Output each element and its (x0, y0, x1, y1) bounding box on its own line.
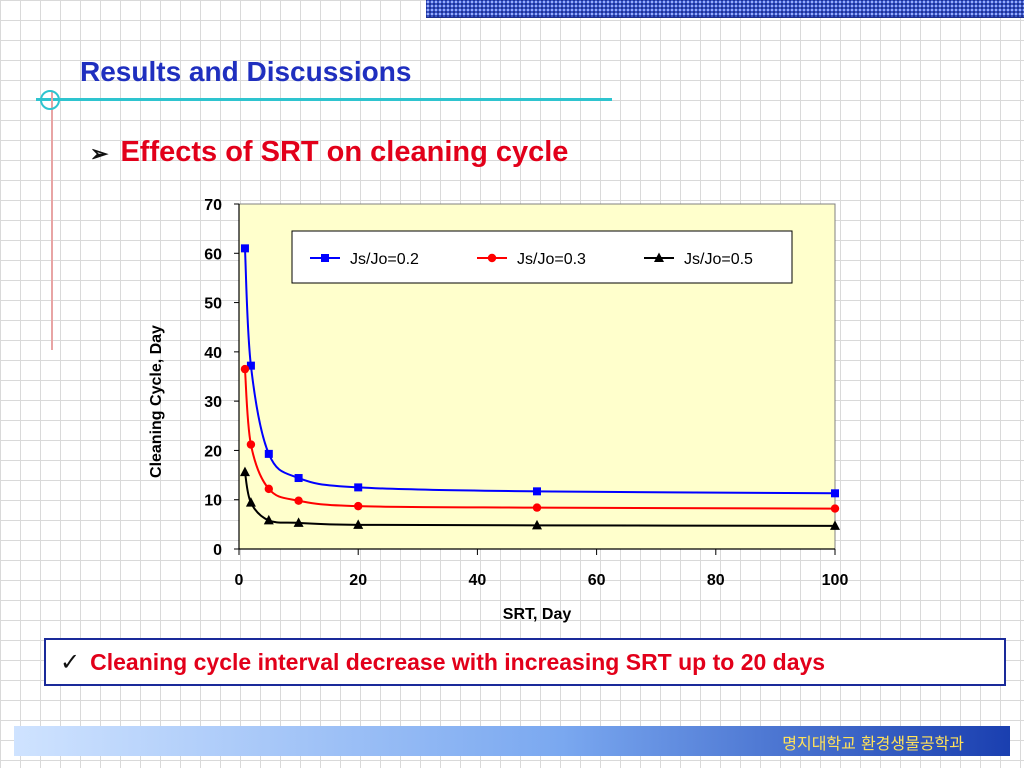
line-chart: 0 10 20 30 40 50 60 70 0 20 40 60 80 100 SRT, Day Cl… (148, 197, 849, 623)
subtitle-text: Effects of SRT on cleaning cycle (120, 136, 569, 168)
data-point (240, 244, 249, 253)
series-layer (239, 244, 840, 530)
data-point (264, 449, 273, 458)
data-point (487, 253, 497, 263)
x-tick-label: 0 (235, 572, 244, 589)
x-tick-label: 80 (707, 572, 725, 589)
x-tick-label: 100 (822, 572, 849, 589)
chart-legend: Js/Jo=0.2 Js/Jo=0.3 Js/Jo=0.5 (291, 230, 793, 284)
legend-label: Js/Jo=0.3 (517, 251, 586, 268)
y-axis-label: Cleaning Cycle, Day (148, 325, 165, 478)
data-point (654, 252, 664, 262)
data-point (246, 440, 256, 449)
data-point (354, 483, 363, 492)
data-point (263, 514, 274, 525)
arrow-bullet-icon: ➢ (90, 141, 109, 166)
x-tick-label: 40 (469, 572, 487, 589)
conclusion-box: ✓ Cleaning cycle interval decrease with … (44, 638, 1006, 686)
y-tick-label: 0 (213, 542, 222, 559)
data-point (830, 504, 840, 513)
data-point (239, 466, 250, 477)
y-tick-label: 10 (204, 493, 222, 510)
conclusion-text: Cleaning cycle interval decrease with in… (90, 648, 826, 675)
y-tick-label: 50 (204, 296, 222, 313)
data-point (246, 361, 255, 370)
series-2 (240, 364, 840, 513)
slide-title: Results and Discussions (80, 56, 412, 87)
y-tick-label: 60 (204, 246, 222, 263)
data-point (264, 484, 273, 494)
x-axis: 0 20 40 60 80 100 (235, 548, 849, 589)
footer-bar: 명지대학교 환경생물공학과 (14, 726, 1010, 756)
data-point (245, 497, 256, 507)
legend-item: Js/Jo=0.5 (644, 251, 753, 268)
data-point (532, 503, 542, 512)
legend-item: Js/Jo=0.2 (310, 251, 419, 268)
header-pattern-band-rule (426, 17, 1024, 18)
legend-item: Js/Jo=0.3 (477, 251, 586, 268)
series-3 (239, 466, 840, 530)
data-point (830, 520, 840, 530)
data-point (354, 501, 363, 511)
series-line (243, 471, 836, 527)
data-point (532, 519, 542, 530)
data-point (321, 254, 329, 262)
y-tick-label: 30 (204, 394, 222, 411)
series-1 (240, 244, 839, 498)
data-point (294, 496, 303, 505)
header-pattern-band (426, 0, 1024, 17)
legend-box (291, 230, 793, 284)
y-tick-label: 40 (204, 345, 222, 362)
slide-subtitle: ➢ Effects of SRT on cleaning cycle (90, 136, 568, 169)
data-point (831, 489, 839, 498)
y-tick-label: 70 (204, 197, 222, 214)
footer-department: 명지대학교 환경생물공학과 (782, 734, 964, 753)
data-point (294, 474, 303, 483)
data-point (240, 364, 250, 374)
x-axis-label: SRT, Day (503, 606, 572, 623)
series-line (243, 369, 836, 510)
legend-label: Js/Jo=0.2 (350, 251, 419, 268)
title-circle-ornament (40, 90, 60, 110)
title-underline (36, 98, 612, 101)
data-point (353, 519, 364, 529)
y-tick-label: 20 (204, 443, 222, 460)
data-point (293, 517, 304, 527)
data-point (533, 487, 541, 496)
x-tick-label: 60 (588, 572, 606, 589)
checkmark-icon: ✓ (60, 648, 81, 676)
y-axis: 0 10 20 30 40 50 60 70 (204, 197, 240, 559)
legend-label: Js/Jo=0.5 (684, 251, 753, 268)
title-vertical-rule (51, 92, 53, 350)
x-tick-label: 20 (349, 572, 367, 589)
